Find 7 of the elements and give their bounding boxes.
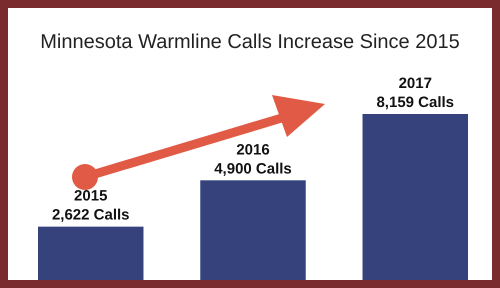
data-label: 2,622 Calls — [52, 206, 130, 224]
data-label: 4,900 Calls — [214, 160, 292, 178]
data-label: 8,159 Calls — [376, 94, 454, 111]
x-tick-label: 2017 — [398, 75, 432, 92]
chart-title: Minnesota Warmline Calls Increase Since 2015 — [40, 31, 460, 53]
x-tick-label: 2016 — [236, 141, 270, 158]
x-tick-label: 2015 — [74, 188, 108, 205]
